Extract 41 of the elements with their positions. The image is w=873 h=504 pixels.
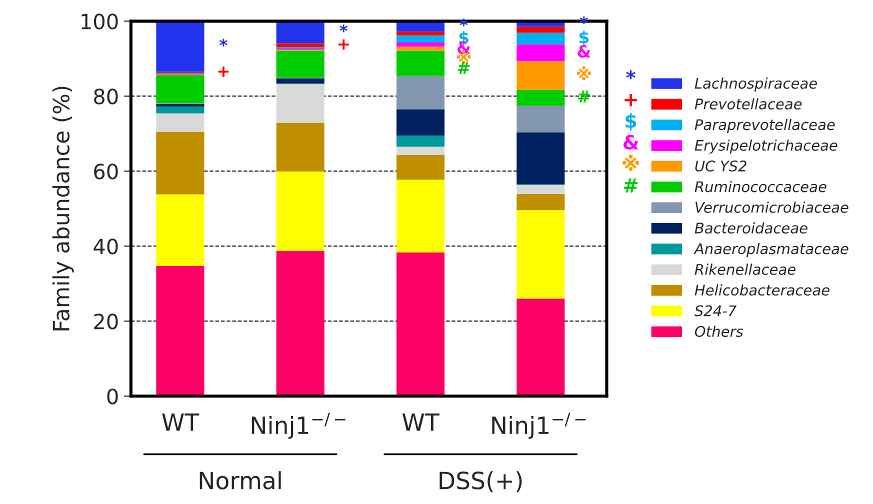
annotation: +: [338, 39, 349, 50]
x-tick-label: Ninj1$^{−/−}$: [492, 412, 586, 439]
legend-label: Paraprevotellaceae: [694, 118, 835, 133]
legend-label: Helicobacteraceae: [694, 284, 830, 296]
y-tick-label: 60: [94, 164, 118, 180]
legend-label: Verrucomicrobiaceae: [696, 202, 848, 213]
annotation: &: [578, 45, 590, 58]
annotation: *: [460, 18, 468, 26]
legend-label: UC YS2: [695, 160, 746, 172]
legend-label: Erysipelotrichaceae: [694, 140, 838, 154]
annotation: $: [579, 30, 589, 46]
legend-label: Prevotellaceae: [694, 98, 802, 110]
text: $: [626, 112, 636, 131]
annotation: #: [458, 62, 470, 74]
text: DSS(+): [440, 471, 522, 492]
annotation: *: [219, 38, 228, 46]
x-tick-label: WT: [402, 414, 440, 431]
x-tick-label: WT: [162, 414, 200, 431]
legend-label: Lachnospiraceae: [694, 78, 817, 92]
y-tick-label: 0: [107, 388, 118, 404]
legend-label: Anaeroplasmataceae: [694, 242, 848, 258]
y-tick-label: 20: [94, 314, 118, 330]
legend-label: Others: [694, 326, 744, 337]
y-tick-label: 100: [82, 14, 118, 30]
legend-label: Ruminococcaceae: [694, 180, 826, 192]
annotation: *: [340, 24, 348, 32]
text: *: [626, 70, 636, 80]
text: Normal: [200, 471, 281, 490]
text: +: [624, 94, 637, 106]
annotation: ※: [577, 66, 591, 80]
text: &: [623, 134, 638, 150]
legend-label: S24-7: [694, 305, 737, 316]
legend-label: Bacteroidaceae: [694, 222, 808, 234]
legend-label: Rikenellaceae: [694, 264, 796, 275]
y-tick-label: 80: [94, 88, 118, 104]
y-axis-title: Family abundance (%): [52, 86, 74, 330]
text: #: [624, 178, 638, 192]
x-tick-label: Ninj1$^{−/−}$: [252, 412, 346, 439]
annotation: +: [218, 66, 229, 77]
y-tick-label: 40: [94, 238, 118, 254]
text: ※: [622, 154, 639, 171]
